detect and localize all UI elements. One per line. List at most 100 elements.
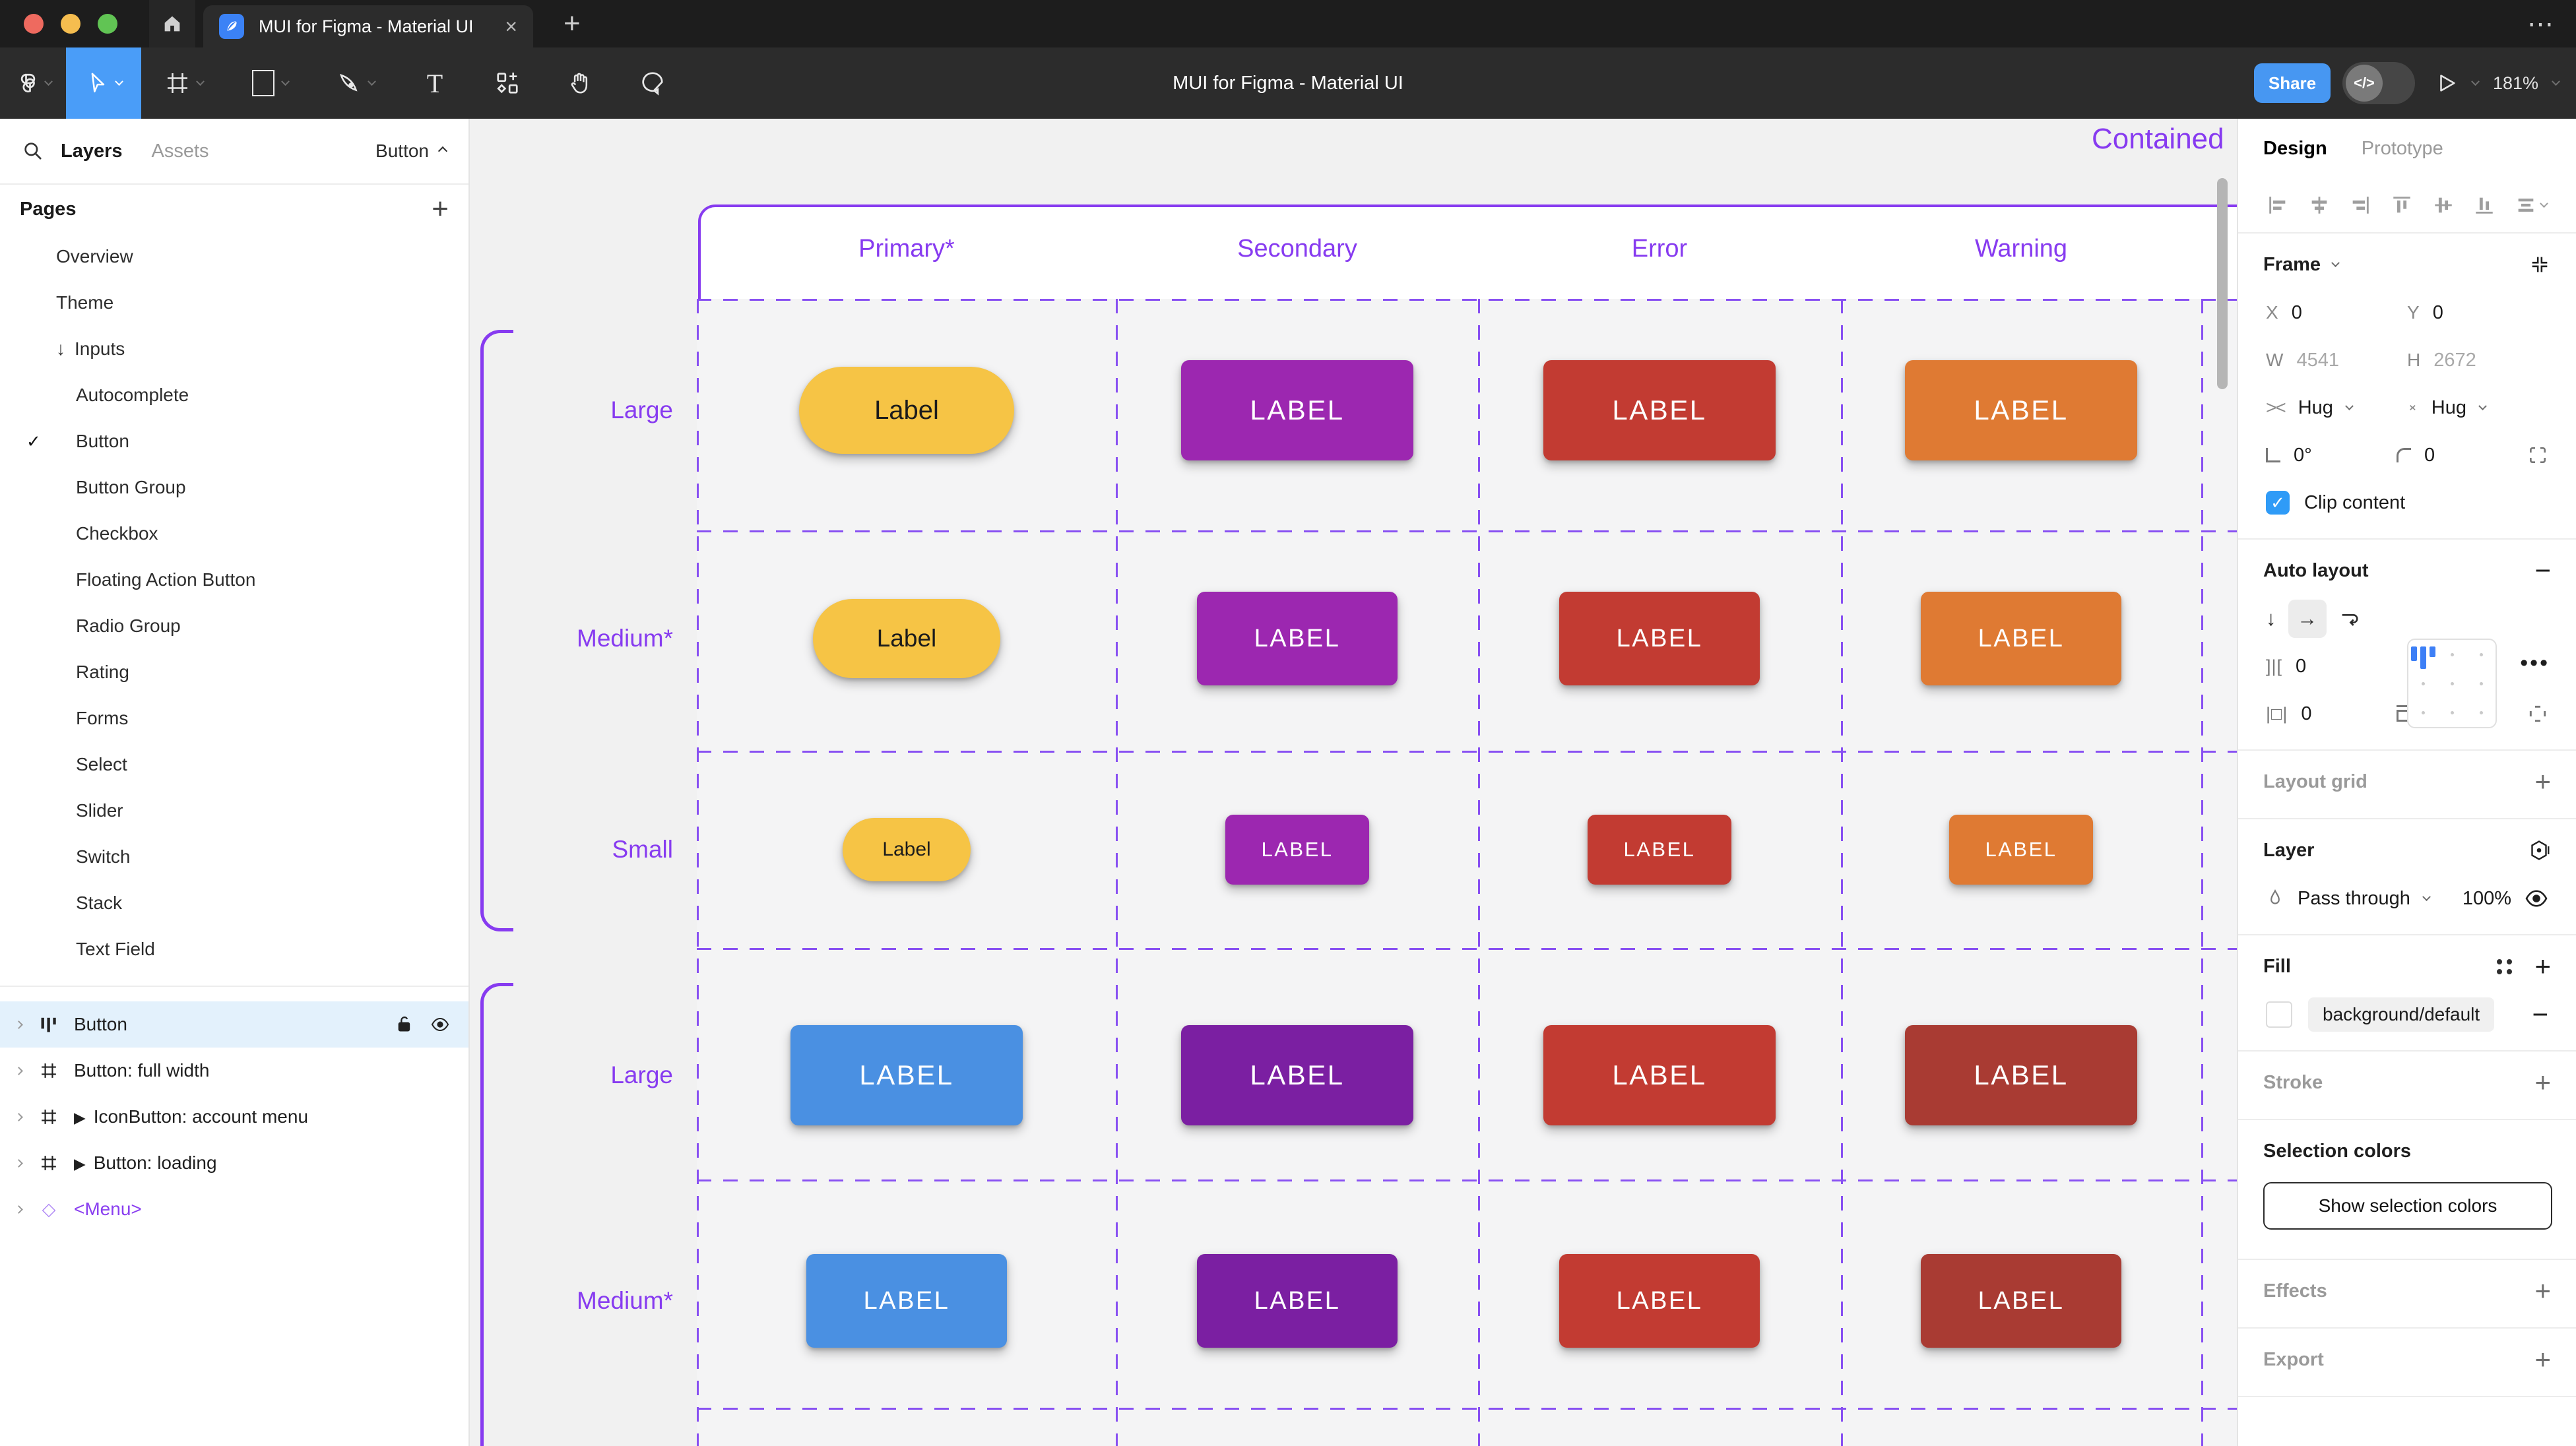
align-vertical-center-icon[interactable]: [2430, 192, 2457, 218]
frame-section-title[interactable]: Frame: [2263, 253, 2321, 275]
page-item-checkbox[interactable]: Checkbox: [0, 511, 468, 557]
horizontal-resize-value[interactable]: Hug: [2298, 396, 2333, 418]
zoom-chevron-icon[interactable]: [2552, 77, 2560, 86]
corner-radius-value[interactable]: 0: [2424, 444, 2435, 466]
page-item-button[interactable]: ✓ Button: [0, 418, 468, 464]
mui-button-medium-col2[interactable]: LABEL: [1197, 592, 1398, 685]
align-horizontal-center-icon[interactable]: [2306, 192, 2333, 218]
gap-value[interactable]: 0: [2296, 655, 2307, 677]
document-tab[interactable]: MUI for Figma - Material UI ×: [203, 5, 533, 47]
unlock-icon[interactable]: [396, 1015, 413, 1034]
dev-mode-toggle[interactable]: </>: [2342, 62, 2415, 104]
auto-layout-vertical-icon[interactable]: ↓: [2266, 607, 2276, 630]
opacity-value[interactable]: 100%: [2462, 887, 2511, 909]
home-button[interactable]: [149, 0, 195, 47]
frame-name-label[interactable]: Contained: [2092, 123, 2224, 155]
page-item-button-group[interactable]: Button Group: [0, 464, 468, 511]
present-options-chevron-icon[interactable]: [2471, 77, 2480, 86]
page-item-slider[interactable]: Slider: [0, 788, 468, 834]
fill-style-chip[interactable]: background/default: [2308, 997, 2495, 1032]
align-bottom-icon[interactable]: [2471, 192, 2497, 218]
auto-layout-horizontal-icon[interactable]: →: [2288, 600, 2327, 638]
align-right-icon[interactable]: [2347, 192, 2373, 218]
remove-auto-layout-button[interactable]: −: [2534, 555, 2551, 586]
add-fill-button[interactable]: +: [2534, 951, 2551, 982]
page-item-autocomplete[interactable]: Autocomplete: [0, 372, 468, 418]
mui-button-large-col4[interactable]: LABEL: [1905, 360, 2137, 460]
width-value[interactable]: 4541: [2296, 349, 2339, 371]
page-item-floating-action-button[interactable]: Floating Action Button: [0, 557, 468, 603]
window-more-icon[interactable]: ⋯: [2527, 10, 2556, 39]
mui-button-large-col3[interactable]: LABEL: [1543, 360, 1776, 460]
mui-button-medium-col4[interactable]: LABEL: [1921, 592, 2121, 685]
mui-button-small-col2[interactable]: LABEL: [1225, 815, 1369, 885]
clip-content-checkbox[interactable]: ✓: [2266, 491, 2290, 515]
mui-button-small-col1[interactable]: Label: [843, 818, 971, 881]
chevron-right-icon[interactable]: [15, 1205, 23, 1214]
mui-button-medium-col1[interactable]: Label: [813, 599, 1000, 678]
remove-fill-button[interactable]: −: [2532, 999, 2548, 1030]
layer-row--menu-[interactable]: ◇ <Menu>: [0, 1186, 468, 1232]
layer-row-button[interactable]: Button: [0, 1001, 468, 1048]
export-title[interactable]: Export: [2263, 1348, 2324, 1370]
chevron-right-icon[interactable]: [15, 1158, 23, 1168]
tab-assets[interactable]: Assets: [151, 140, 209, 162]
frame-chevron-icon[interactable]: [2331, 258, 2340, 267]
main-menu-button[interactable]: [0, 47, 66, 119]
eye-icon[interactable]: [2525, 889, 2548, 908]
align-left-icon[interactable]: [2265, 192, 2291, 218]
resources-tool-button[interactable]: [471, 47, 544, 119]
zoom-window-button[interactable]: [98, 14, 117, 34]
chevron-right-icon[interactable]: [15, 1066, 23, 1075]
layer-row-iconbutton-account-menu[interactable]: ▶ IconButton: account menu: [0, 1094, 468, 1140]
stroke-title[interactable]: Stroke: [2263, 1071, 2323, 1093]
mui-button-medium-col1[interactable]: LABEL: [806, 1254, 1007, 1348]
search-icon[interactable]: [22, 141, 44, 162]
hand-tool-button[interactable]: [544, 47, 616, 119]
independent-padding-icon[interactable]: [2527, 703, 2548, 724]
share-button[interactable]: Share: [2254, 63, 2331, 103]
add-stroke-button[interactable]: +: [2534, 1067, 2551, 1098]
layout-grid-title[interactable]: Layout grid: [2263, 770, 2367, 792]
new-tab-button[interactable]: +: [564, 7, 581, 40]
tab-design[interactable]: Design: [2263, 137, 2327, 159]
pen-tool-button[interactable]: [313, 47, 399, 119]
add-layout-grid-button[interactable]: +: [2534, 766, 2551, 797]
comment-tool-button[interactable]: [616, 47, 689, 119]
mui-button-large-col1[interactable]: LABEL: [790, 1025, 1023, 1125]
independent-corners-icon[interactable]: [2527, 445, 2548, 466]
mui-button-large-col2[interactable]: LABEL: [1181, 360, 1413, 460]
vertical-resize-value[interactable]: Hug: [2431, 396, 2466, 418]
close-tab-icon[interactable]: ×: [505, 14, 517, 38]
present-play-icon[interactable]: [2435, 72, 2458, 94]
x-value[interactable]: 0: [2291, 301, 2302, 323]
add-effect-button[interactable]: +: [2534, 1275, 2551, 1306]
collapse-icon[interactable]: [2528, 253, 2551, 276]
styles-icon[interactable]: [2497, 959, 2513, 974]
mui-button-medium-col4[interactable]: LABEL: [1921, 1254, 2121, 1348]
layer-row-button-loading[interactable]: ▶ Button: loading: [0, 1140, 468, 1186]
auto-layout-wrap-icon[interactable]: [2338, 608, 2361, 630]
mui-button-large-col4[interactable]: LABEL: [1905, 1025, 2137, 1125]
add-export-button[interactable]: +: [2534, 1344, 2551, 1375]
chevron-right-icon[interactable]: [15, 1112, 23, 1121]
mui-button-large-col3[interactable]: LABEL: [1543, 1025, 1776, 1125]
mui-button-medium-col3[interactable]: LABEL: [1559, 1254, 1760, 1348]
align-top-icon[interactable]: [2389, 192, 2415, 218]
page-item-text-field[interactable]: Text Field: [0, 926, 468, 972]
add-page-button[interactable]: +: [432, 193, 449, 225]
page-item-select[interactable]: Select: [0, 741, 468, 788]
minimize-window-button[interactable]: [61, 14, 80, 34]
page-item-inputs[interactable]: ↓ Inputs: [0, 326, 468, 372]
mui-button-medium-col2[interactable]: LABEL: [1197, 1254, 1398, 1348]
page-item-overview[interactable]: Overview: [0, 234, 468, 280]
eye-icon[interactable]: [430, 1017, 450, 1032]
show-selection-colors-button[interactable]: Show selection colors: [2263, 1182, 2552, 1230]
canvas[interactable]: Contained Primary* Secondary Error Warning …: [470, 119, 2237, 1446]
auto-layout-more-icon[interactable]: •••: [2520, 650, 2550, 676]
shape-tool-button[interactable]: [227, 47, 313, 119]
text-tool-button[interactable]: T: [399, 47, 471, 119]
auto-layout-title[interactable]: Auto layout: [2263, 559, 2369, 581]
page-item-radio-group[interactable]: Radio Group: [0, 603, 468, 649]
page-item-stack[interactable]: Stack: [0, 880, 468, 926]
